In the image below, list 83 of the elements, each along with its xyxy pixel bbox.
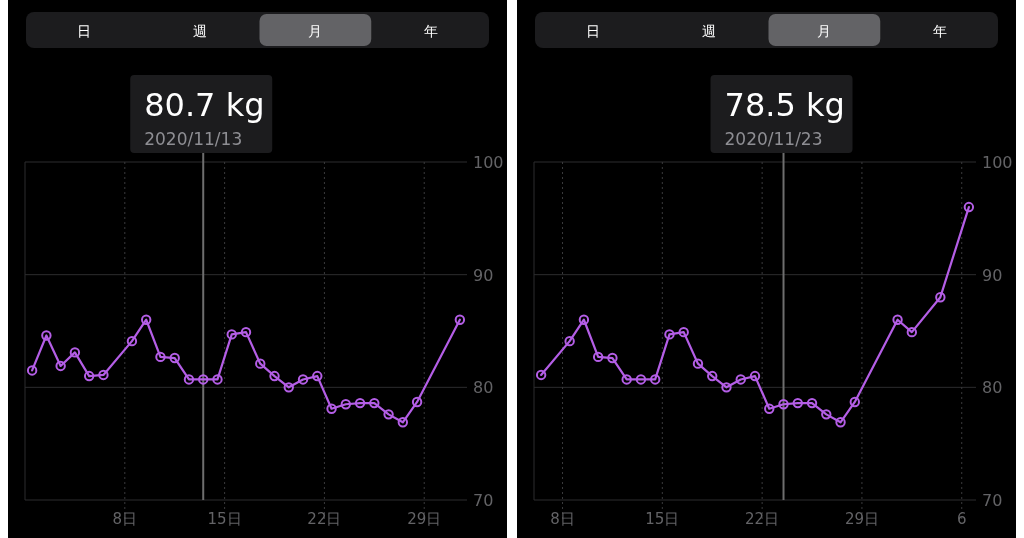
- point: [383, 409, 394, 420]
- point: [607, 352, 618, 364]
- point: [169, 352, 180, 364]
- x-tick-label: 8日: [112, 510, 138, 528]
- point: [83, 370, 95, 382]
- point: [212, 374, 223, 385]
- point: [41, 330, 52, 341]
- point: [326, 403, 337, 414]
- text: 月: [817, 23, 832, 39]
- point: [26, 365, 38, 376]
- point: [892, 314, 903, 325]
- x-tick-label: 15日: [645, 510, 680, 528]
- point: [678, 326, 689, 338]
- point: [269, 370, 280, 382]
- point: [255, 358, 266, 369]
- x-tick-label: 8日: [550, 510, 575, 528]
- point: [411, 396, 423, 408]
- point: [707, 370, 718, 382]
- ref-line-label: 2020/11/13: [144, 129, 243, 149]
- point: [749, 370, 761, 382]
- point: [806, 397, 818, 409]
- point: [578, 314, 590, 325]
- point: [649, 374, 661, 385]
- point: [369, 397, 380, 409]
- point: [55, 360, 66, 372]
- x-tick-label: 15日: [207, 510, 242, 528]
- y-tick-label: 70: [473, 491, 494, 510]
- point: [283, 382, 294, 393]
- point: [69, 347, 81, 358]
- point: [821, 409, 832, 420]
- point: [198, 374, 209, 385]
- point: [906, 326, 918, 338]
- text: 週: [701, 23, 716, 39]
- point: [621, 374, 632, 385]
- text: 日: [76, 23, 91, 39]
- y-tick-label: 90: [473, 265, 494, 285]
- point: [792, 397, 803, 409]
- point: [155, 351, 166, 363]
- y-tick-label: 80: [473, 378, 494, 398]
- point: [183, 374, 195, 385]
- point: [935, 292, 946, 303]
- point: [778, 399, 789, 410]
- y-tick-label: 90: [982, 265, 1003, 285]
- point: [226, 329, 237, 340]
- text: 78.5 kg: [724, 86, 845, 124]
- point: [297, 374, 309, 385]
- point: [564, 335, 575, 347]
- x-tick-label: 22日: [307, 510, 342, 528]
- text: 日: [585, 23, 600, 39]
- point: [592, 351, 604, 363]
- x-tick-label: 22日: [745, 510, 780, 528]
- point: [692, 358, 704, 369]
- point: [240, 326, 252, 338]
- point: [735, 374, 746, 385]
- x-tick-label: 29日: [407, 510, 442, 528]
- point: [454, 314, 466, 325]
- ref-line-label: 2020/11/23: [724, 129, 823, 149]
- point: [849, 396, 861, 408]
- point: [98, 369, 109, 381]
- text: 年: [933, 23, 948, 39]
- x-tick-label: 29日: [844, 510, 879, 528]
- point: [835, 417, 846, 428]
- y-tick-label: 70: [982, 491, 1003, 510]
- point: [140, 314, 152, 325]
- point: [664, 329, 675, 340]
- y-tick-label: 80: [982, 378, 1003, 398]
- point: [764, 403, 775, 414]
- point: [721, 382, 732, 393]
- point: [963, 201, 975, 213]
- point: [397, 417, 409, 428]
- point: [635, 374, 647, 385]
- y-tick-label: 100: [473, 153, 504, 172]
- point: [535, 369, 547, 381]
- y-tick-label: 100: [982, 153, 1013, 172]
- text: 80.7 kg: [144, 86, 265, 124]
- point: [126, 335, 138, 347]
- point: [312, 370, 323, 382]
- point: [340, 399, 352, 410]
- text: 年: [424, 23, 439, 39]
- x-tick-label: 6: [956, 510, 967, 528]
- text: 週: [192, 23, 207, 39]
- point: [354, 397, 366, 409]
- text: 月: [308, 23, 323, 39]
